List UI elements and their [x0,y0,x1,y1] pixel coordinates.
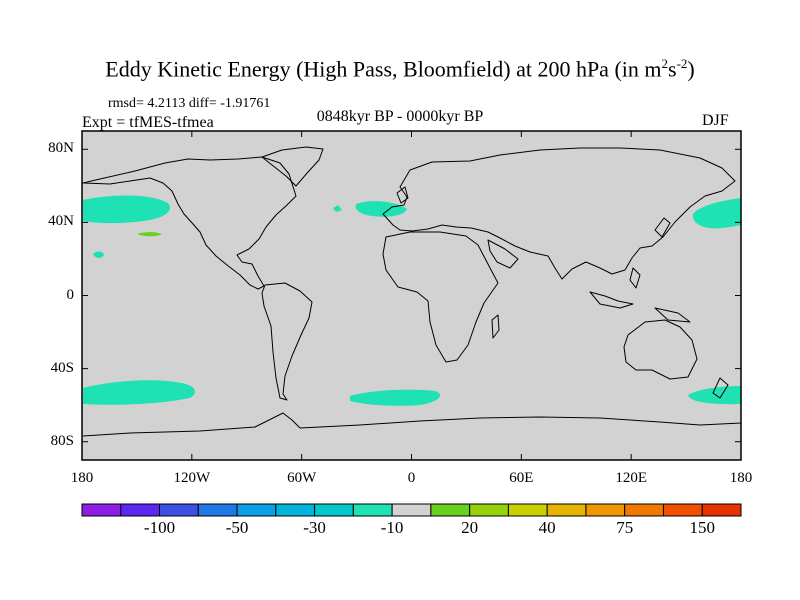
anomaly-patch-north-pacific-east [692,198,741,229]
stats-label: rmsd= 4.2113 diff= -1.91761 [108,96,271,111]
colorbar-swatch [662,503,703,517]
lat-label: 40S [50,359,74,376]
colorbar-swatch [430,503,471,517]
coastline-antarctica [82,412,742,437]
lon-label: 0 [407,470,416,486]
colorbar-swatch [701,503,742,517]
anomaly-patch-north-pacific-west [83,195,170,224]
anomaly-patch-south-atlantic [350,389,440,406]
colorbar-label: -50 [225,518,249,537]
colorbar-swatch [236,503,277,517]
lon-ticks [81,131,742,460]
coastline-new-guinea [654,307,691,323]
coastline-british-isles [396,186,409,204]
colorbar-label: 75 [616,518,634,537]
colorbar-swatch [120,503,161,517]
anomaly-patch-positive [137,232,162,237]
coastline-madagascar [491,314,500,339]
lon-label: 180 [70,470,94,486]
colorbar-swatch [81,503,122,517]
colorbar-swatch [352,503,393,517]
colorbar-swatch [391,503,432,517]
map-background [82,131,741,460]
colorbar-label: 40 [538,518,556,537]
anomaly-patches [83,195,741,406]
anomaly-patch-north-atlantic [355,201,407,217]
coastline-south-america [261,282,313,401]
colorbar-label: -30 [303,518,326,537]
lat-label: 80S [50,432,74,449]
lat-label: 80N [48,140,74,157]
colorbar-label: -10 [380,518,404,537]
lat-label: 40N [48,213,74,230]
colorbar-swatch [507,503,548,517]
coastline-indonesia [589,291,634,309]
period-label: 0848kyr BP - 0000kyr BP [316,108,484,125]
anomaly-patch-south-pacific [83,380,195,405]
map-title: Eddy Kinetic Energy (High Pass, Bloomfie… [105,56,695,82]
experiment-label: Expt = tfMES-tfmea [82,114,214,131]
colorbar-label: 150 [689,518,715,537]
lon-label: 120E [615,470,647,486]
coastline-new-zealand [712,377,729,399]
colorbar-label: -100 [143,518,176,537]
colorbar-swatch [197,503,238,517]
colorbar-swatch [159,503,199,517]
season-label: DJF [702,112,729,129]
lat-ticks [82,148,741,443]
coastline-eurasia [382,147,736,280]
lon-label: 60E [509,470,534,486]
lon-label: 60W [287,470,317,486]
colorbar-swatch [469,503,509,517]
coastline-greenland [261,146,324,187]
coastlines [82,146,742,437]
coastline-arabia [487,239,519,269]
coastline-philippines [629,267,641,289]
anomaly-patch-south-indian [688,386,741,405]
colorbar-swatch [275,503,316,517]
lon-label: 120W [173,470,211,486]
colorbar-swatch [546,503,587,517]
coastline-north-america [82,156,297,290]
coastline-australia [623,319,698,380]
coastline-japan [654,217,671,238]
anomaly-patch-north-atlantic-small [333,205,342,212]
colorbar-swatch [585,503,626,517]
colorbar [81,503,742,517]
anomaly-patch-subtropic-pacific [93,251,104,258]
lon-label: 180 [729,470,753,486]
colorbar-label: 20 [461,518,479,537]
colorbar-swatch [624,503,664,517]
colorbar-swatch [314,503,354,517]
coastline-africa [382,231,499,363]
lat-label: 0 [66,286,75,303]
